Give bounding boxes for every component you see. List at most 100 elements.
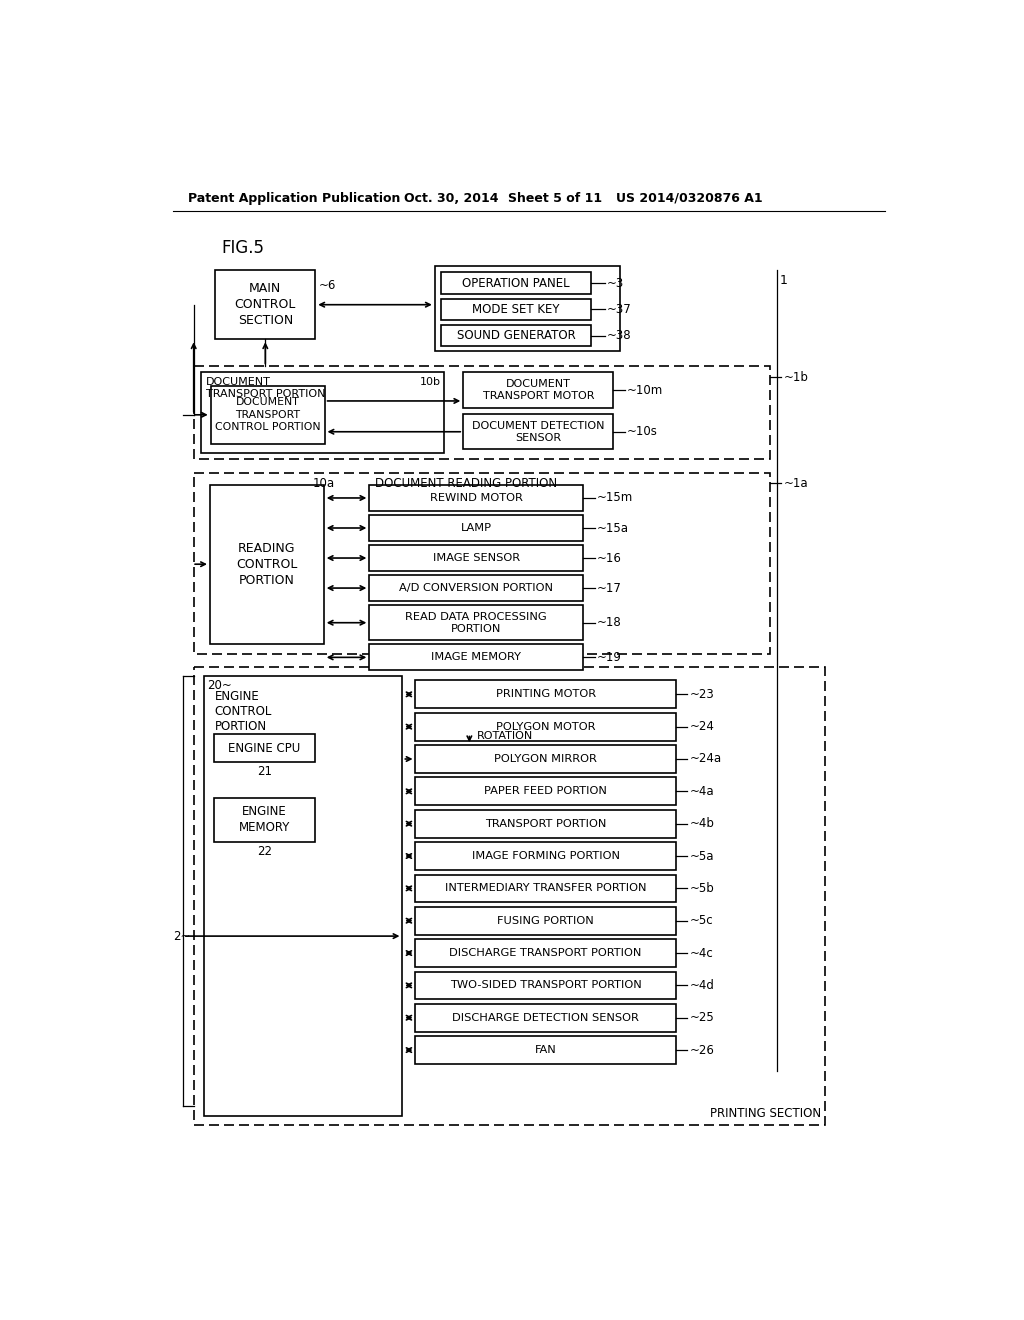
Text: ~18: ~18 [597,616,622,630]
Text: DOCUMENT DETECTION
SENSOR: DOCUMENT DETECTION SENSOR [472,421,604,444]
Bar [370,545,584,572]
Bar [210,484,324,644]
Bar [416,777,676,805]
Text: FIG.5: FIG.5 [221,239,264,257]
Text: ~16: ~16 [597,552,622,565]
Text: PRINTING SECTION: PRINTING SECTION [710,1107,821,1121]
Text: READING
CONTROL
PORTION: READING CONTROL PORTION [237,541,298,586]
Text: ~1a: ~1a [783,477,808,490]
Bar [416,713,676,741]
Text: ~15m: ~15m [597,491,634,504]
Text: ~15a: ~15a [597,521,629,535]
Bar [441,272,591,294]
Text: 2~: 2~ [173,929,190,942]
Bar [202,372,444,453]
Text: ROTATION: ROTATION [477,731,534,742]
Text: PAPER FEED PORTION: PAPER FEED PORTION [484,787,607,796]
Text: Oct. 30, 2014: Oct. 30, 2014 [403,191,499,205]
Bar [441,325,591,346]
Text: ENGINE
CONTROL
PORTION: ENGINE CONTROL PORTION [214,689,271,733]
Text: 10a: 10a [313,478,335,490]
Bar [463,372,613,408]
Text: ~10s: ~10s [628,425,658,438]
Text: ENGINE
MEMORY: ENGINE MEMORY [239,805,290,834]
Text: ENGINE CPU: ENGINE CPU [228,742,301,755]
Bar [194,367,770,459]
Text: A/D CONVERSION PORTION: A/D CONVERSION PORTION [399,583,553,593]
Text: ~17: ~17 [597,582,622,594]
Bar [416,972,676,999]
Bar [204,676,402,1117]
Text: Sheet 5 of 11: Sheet 5 of 11 [508,191,602,205]
Text: ~24a: ~24a [689,752,722,766]
Bar [416,810,676,838]
Text: IMAGE SENSOR: IMAGE SENSOR [433,553,520,564]
Text: INTERMEDIARY TRANSFER PORTION: INTERMEDIARY TRANSFER PORTION [444,883,646,894]
Text: SOUND GENERATOR: SOUND GENERATOR [457,329,575,342]
Text: DISCHARGE TRANSPORT PORTION: DISCHARGE TRANSPORT PORTION [450,948,642,958]
Text: ~5c: ~5c [689,915,713,927]
Text: READ DATA PROCESSING
PORTION: READ DATA PROCESSING PORTION [406,611,547,634]
Text: POLYGON MIRROR: POLYGON MIRROR [495,754,597,764]
Bar [370,644,584,671]
Text: LAMP: LAMP [461,523,492,533]
Text: OPERATION PANEL: OPERATION PANEL [462,277,569,289]
Text: ~37: ~37 [607,302,632,315]
Text: ~19: ~19 [597,651,622,664]
Bar [370,515,584,541]
Text: ~3: ~3 [607,277,625,289]
Text: 10b: 10b [420,378,441,387]
Text: FAN: FAN [535,1045,556,1055]
Bar [194,473,770,653]
Bar [370,605,584,640]
Bar [416,874,676,903]
Bar [435,267,620,351]
Text: Patent Application Publication: Patent Application Publication [188,191,400,205]
Text: ~4d: ~4d [689,979,715,991]
Text: REWIND MOTOR: REWIND MOTOR [430,492,522,503]
Text: ~25: ~25 [689,1011,715,1024]
Text: ~1b: ~1b [783,371,808,384]
Text: DOCUMENT
TRANSPORT PORTION: DOCUMENT TRANSPORT PORTION [206,378,326,399]
Text: POLYGON MOTOR: POLYGON MOTOR [496,722,595,731]
Text: DOCUMENT
TRANSPORT MOTOR: DOCUMENT TRANSPORT MOTOR [482,379,594,401]
Bar [416,907,676,935]
Text: 21: 21 [257,766,272,779]
Text: ~10m: ~10m [628,384,664,397]
Text: TRANSPORT PORTION: TRANSPORT PORTION [485,818,606,829]
Bar [416,1003,676,1032]
Text: ~24: ~24 [689,721,715,733]
Text: ~4a: ~4a [689,785,714,797]
Text: ~26: ~26 [689,1044,715,1056]
Bar [214,797,315,842]
Bar [416,1036,676,1064]
Text: ~5a: ~5a [689,850,714,862]
Text: ~23: ~23 [689,688,715,701]
Bar [214,734,315,762]
Text: DISCHARGE DETECTION SENSOR: DISCHARGE DETECTION SENSOR [453,1012,639,1023]
Text: 22: 22 [257,845,272,858]
Text: ~6: ~6 [318,280,336,292]
Text: IMAGE MEMORY: IMAGE MEMORY [431,652,521,663]
Bar [370,484,584,511]
Bar [463,414,613,449]
Text: 20~: 20~ [207,678,231,692]
Text: ~4c: ~4c [689,946,714,960]
Text: ~5b: ~5b [689,882,715,895]
Text: FUSING PORTION: FUSING PORTION [498,916,594,925]
Bar [416,744,676,774]
Text: ~38: ~38 [607,329,632,342]
Bar [215,271,315,339]
Bar [416,940,676,966]
Text: TWO-SIDED TRANSPORT PORTION: TWO-SIDED TRANSPORT PORTION [450,981,641,990]
Text: 1: 1 [779,275,787,286]
Text: ~4b: ~4b [689,817,715,830]
Bar [370,576,584,601]
Text: MAIN
CONTROL
SECTION: MAIN CONTROL SECTION [234,282,296,327]
Bar [416,681,676,708]
Text: US 2014/0320876 A1: US 2014/0320876 A1 [615,191,762,205]
Text: IMAGE FORMING PORTION: IMAGE FORMING PORTION [472,851,620,861]
Text: MODE SET KEY: MODE SET KEY [472,302,560,315]
Bar [211,385,325,444]
Bar [194,667,825,1125]
